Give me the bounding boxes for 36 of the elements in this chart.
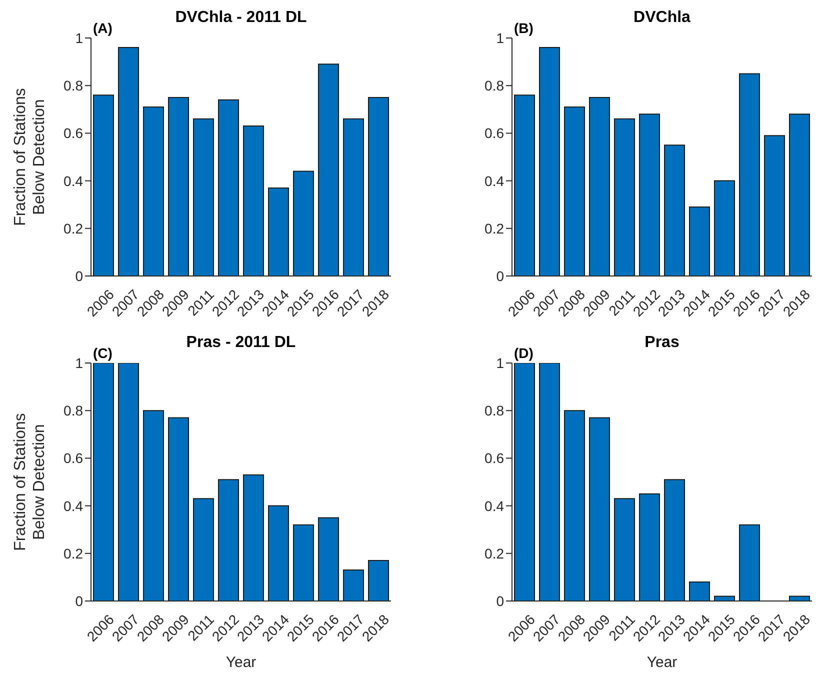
- y-tick-label: 0.2: [64, 220, 84, 236]
- y-tick-label: 0.6: [64, 125, 84, 142]
- y-tick-label: 0.2: [64, 545, 84, 562]
- y-tick-label: 1: [496, 354, 504, 371]
- chart-title: Pras - 2011 DL: [186, 334, 296, 351]
- y-tick-label: 0.2: [484, 220, 504, 236]
- y-tick-label: 0.8: [484, 402, 504, 419]
- y-tick-label: 0.4: [64, 498, 84, 514]
- y-tick-label: 0.8: [484, 78, 504, 94]
- y-tick-label: 0.8: [64, 78, 84, 94]
- y-tick-label: 0: [496, 592, 504, 609]
- y-tick-label: 1: [496, 30, 504, 46]
- text: (D): [514, 345, 534, 361]
- y-tick-label: 0: [75, 268, 84, 284]
- x-axis-title: Year: [226, 654, 256, 671]
- text: (A): [93, 20, 112, 36]
- y-tick-label: 0.6: [484, 450, 504, 466]
- text: (B): [514, 20, 534, 36]
- y-tick-label: 1: [75, 354, 84, 371]
- y-tick-label: 0.6: [484, 125, 504, 142]
- y-tick-label: 0.4: [484, 498, 504, 514]
- y-tick-label: 0.2: [484, 545, 504, 562]
- y-tick-label: 1: [75, 30, 84, 46]
- y-axis-title: Fraction of Stations Below Detection: [11, 412, 49, 553]
- y-tick-label: 0.4: [64, 172, 84, 189]
- y-tick-label: 0.6: [64, 450, 84, 466]
- y-tick-label: 0.4: [484, 172, 504, 189]
- y-tick-label: 0: [496, 268, 504, 284]
- y-tick-label: 0: [75, 592, 84, 609]
- y-axis-title: Fraction of Stations Below Detection: [11, 87, 49, 228]
- chart-title: Pras: [644, 334, 680, 351]
- chart-title: DVChla - 2011 DL: [175, 9, 307, 26]
- text: (C): [93, 345, 112, 361]
- chart-title: DVChla: [634, 9, 690, 26]
- y-tick-label: 0.8: [64, 402, 84, 419]
- x-axis-title: Year: [646, 654, 678, 671]
